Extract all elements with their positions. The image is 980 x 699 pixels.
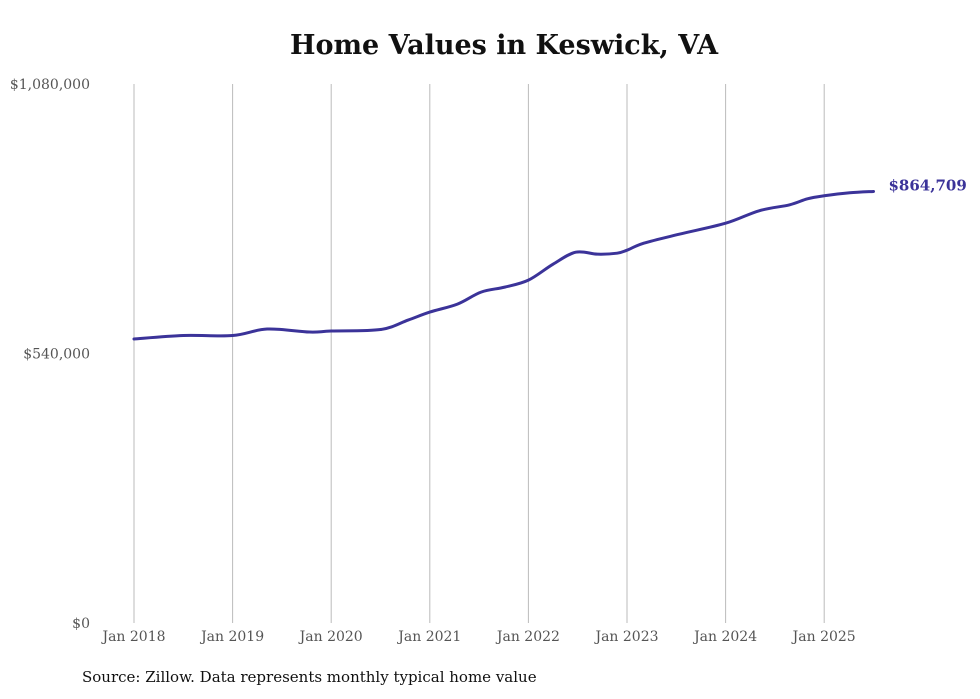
x-tick-label: Jan 2018 (100, 629, 165, 645)
end-value-label: $864,709 (889, 176, 967, 194)
x-tick-label: Jan 2024 (692, 629, 757, 645)
y-tick-label: $1,080,000 (10, 77, 90, 93)
series-line (132, 189, 875, 341)
x-tick-label: Jan 2019 (199, 629, 264, 645)
chart-title: Home Values in Keswick, VA (289, 30, 719, 61)
source-note: Source: Zillow. Data represents monthly … (82, 668, 537, 686)
y-tick-label: $0 (72, 616, 90, 632)
x-tick-label: Jan 2021 (396, 629, 461, 645)
x-tick-label: Jan 2025 (791, 629, 856, 645)
y-tick-label: $540,000 (23, 347, 90, 363)
x-tick-label: Jan 2020 (298, 629, 363, 645)
x-tick-label: Jan 2023 (593, 629, 658, 645)
x-tick-label: Jan 2022 (495, 629, 560, 645)
